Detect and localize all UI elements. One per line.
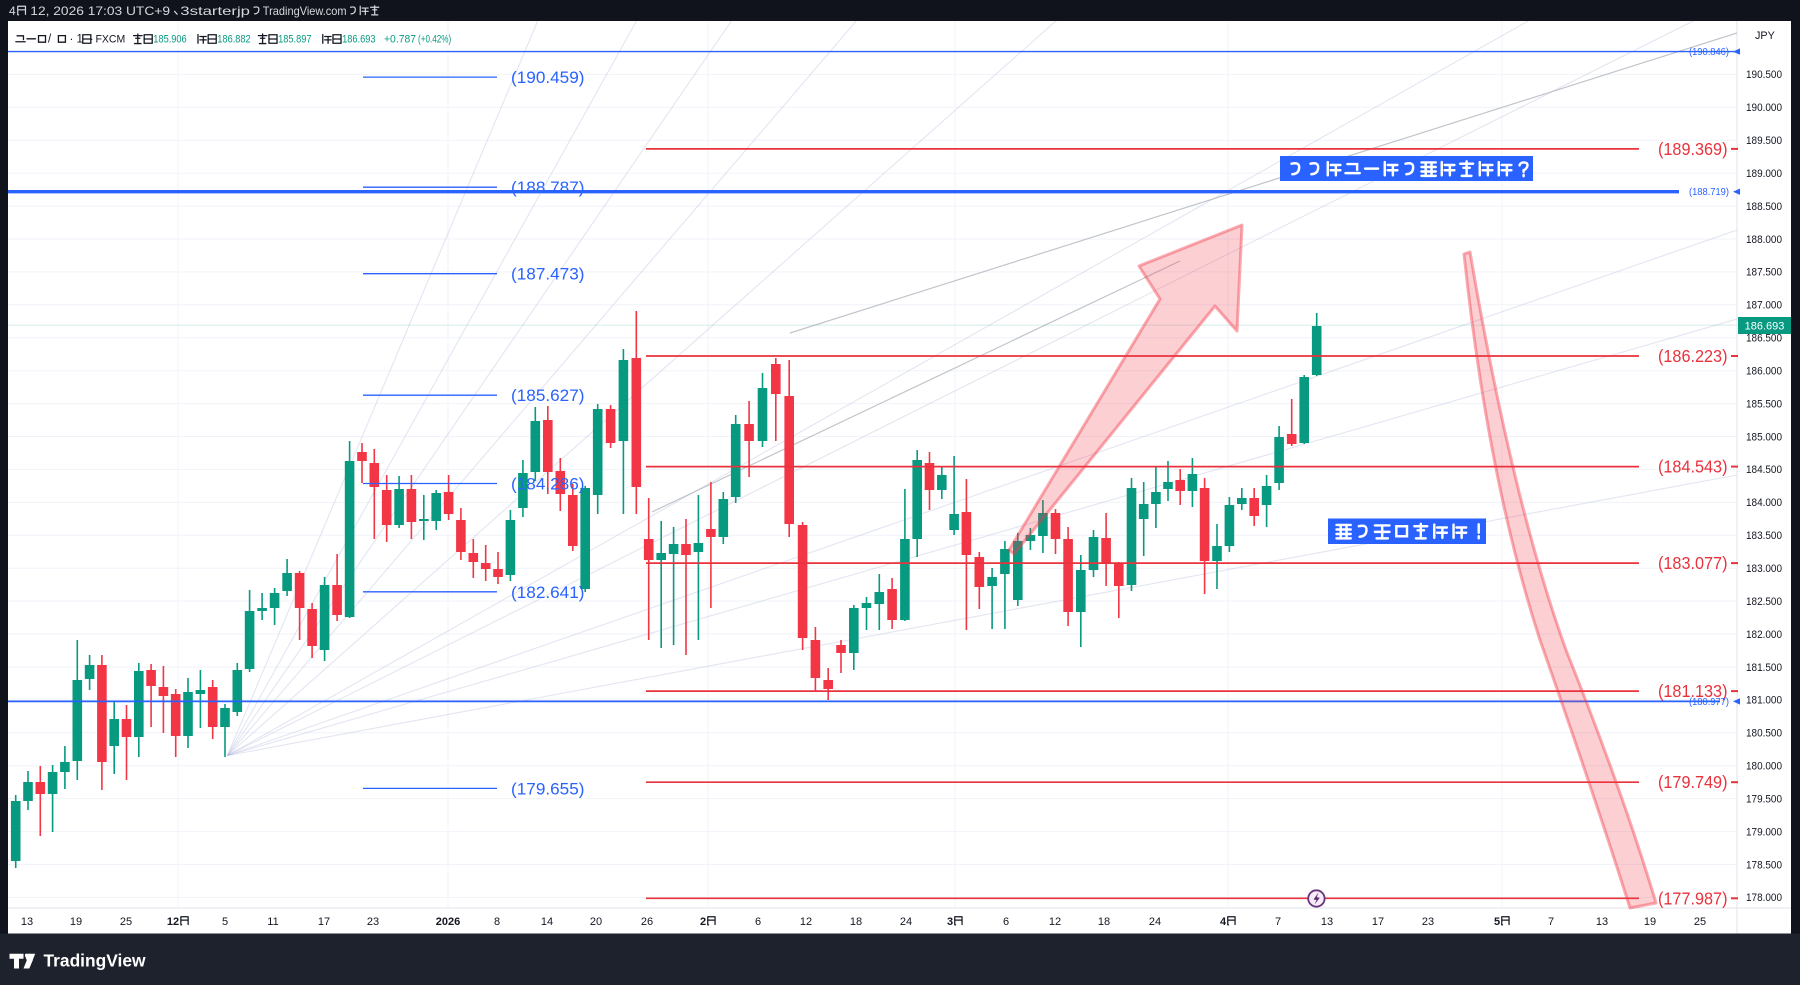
svg-text:184.000: 184.000 <box>1746 497 1782 509</box>
svg-text:3: 3 <box>947 916 953 928</box>
svg-text:(+0.42%): (+0.42%) <box>418 34 451 46</box>
svg-text:11: 11 <box>267 916 278 928</box>
svg-text:(188.787): (188.787) <box>511 178 585 197</box>
svg-text:2: 2 <box>700 916 706 928</box>
svg-text:24: 24 <box>900 916 912 928</box>
svg-text:186.500: 186.500 <box>1746 333 1782 345</box>
svg-text:189.000: 189.000 <box>1746 168 1782 180</box>
svg-text:14: 14 <box>541 916 553 928</box>
svg-text:4: 4 <box>1220 916 1227 928</box>
svg-text:186.693: 186.693 <box>1745 321 1785 333</box>
svg-text:182.000: 182.000 <box>1746 629 1782 641</box>
svg-text:186.000: 186.000 <box>1746 366 1782 378</box>
svg-text:25: 25 <box>1694 916 1706 928</box>
svg-text:(177.987): (177.987) <box>1658 888 1728 908</box>
svg-text:186.693: 186.693 <box>342 34 375 46</box>
svg-text:23: 23 <box>367 916 379 928</box>
svg-text:190.000: 190.000 <box>1746 102 1782 114</box>
svg-text:188.000: 188.000 <box>1746 234 1782 246</box>
svg-text:7: 7 <box>1548 916 1554 928</box>
svg-text:6: 6 <box>755 916 761 928</box>
svg-text:(184.286): (184.286) <box>511 475 585 494</box>
svg-text:18: 18 <box>1098 916 1110 928</box>
svg-text:5: 5 <box>1494 916 1500 928</box>
svg-text:6: 6 <box>1003 916 1009 928</box>
svg-text:12: 12 <box>1049 916 1061 928</box>
svg-text:190.500: 190.500 <box>1746 69 1782 81</box>
svg-text:187.500: 187.500 <box>1746 267 1782 279</box>
svg-text:26: 26 <box>641 916 653 928</box>
svg-text:JPY: JPY <box>1755 30 1775 42</box>
svg-text:23: 23 <box>1422 916 1434 928</box>
svg-text:20: 20 <box>590 916 602 928</box>
svg-text:179.500: 179.500 <box>1746 793 1782 805</box>
svg-text:18: 18 <box>850 916 862 928</box>
svg-text:(187.473): (187.473) <box>511 265 585 284</box>
svg-text:TradingView: TradingView <box>44 951 146 971</box>
svg-text:187.000: 187.000 <box>1746 300 1782 312</box>
svg-text:4: 4 <box>9 4 16 18</box>
svg-text:(179.749): (179.749) <box>1658 772 1728 792</box>
svg-text:188.500: 188.500 <box>1746 201 1782 213</box>
svg-text:(188.719): (188.719) <box>1689 187 1729 198</box>
svg-text:(185.627): (185.627) <box>511 386 585 405</box>
svg-text:13: 13 <box>1596 916 1608 928</box>
svg-text:· 1: · 1 <box>70 34 83 46</box>
svg-text:183.000: 183.000 <box>1746 563 1782 575</box>
svg-text:(182.641): (182.641) <box>511 583 585 602</box>
svg-text:(184.543): (184.543) <box>1658 457 1728 477</box>
svg-text:178.500: 178.500 <box>1746 859 1782 871</box>
svg-text:·: · <box>90 34 94 46</box>
svg-text:180.000: 180.000 <box>1746 761 1782 773</box>
svg-text:185.500: 185.500 <box>1746 398 1782 410</box>
svg-text:179.000: 179.000 <box>1746 826 1782 838</box>
svg-text:(189.369): (189.369) <box>1658 139 1728 159</box>
svg-text:3starterjp: 3starterjp <box>180 4 250 18</box>
svg-text:7: 7 <box>1275 916 1281 928</box>
svg-text:185.000: 185.000 <box>1746 431 1782 443</box>
svg-text:19: 19 <box>70 916 82 928</box>
svg-text:17: 17 <box>1372 916 1384 928</box>
svg-text:19: 19 <box>1644 916 1656 928</box>
svg-text:12: 12 <box>167 916 179 928</box>
svg-text:(181.133): (181.133) <box>1658 681 1728 701</box>
svg-text:13: 13 <box>21 916 33 928</box>
svg-text:/: / <box>48 34 52 46</box>
svg-text:25: 25 <box>120 916 132 928</box>
svg-text:+0.787: +0.787 <box>384 34 416 46</box>
svg-text:13: 13 <box>1321 916 1333 928</box>
svg-text:189.500: 189.500 <box>1746 135 1782 147</box>
svg-text:(186.223): (186.223) <box>1658 346 1728 366</box>
svg-text:8: 8 <box>494 916 500 928</box>
svg-text:181.000: 181.000 <box>1746 695 1782 707</box>
svg-text:(183.077): (183.077) <box>1658 553 1728 573</box>
svg-text:186.882: 186.882 <box>217 34 250 46</box>
svg-text:12, 2026 17:03 UTC+9: 12, 2026 17:03 UTC+9 <box>30 4 170 18</box>
svg-text:24: 24 <box>1149 916 1161 928</box>
svg-text:FXCM: FXCM <box>96 34 126 46</box>
svg-text:(190.459): (190.459) <box>511 68 585 87</box>
svg-text:2026: 2026 <box>436 916 460 928</box>
svg-text:(180.977): (180.977) <box>1689 697 1729 708</box>
svg-text:185.897: 185.897 <box>278 34 311 46</box>
svg-text:180.500: 180.500 <box>1746 728 1782 740</box>
svg-text:182.500: 182.500 <box>1746 596 1782 608</box>
svg-text:12: 12 <box>800 916 812 928</box>
svg-text:(190.846): (190.846) <box>1689 47 1729 58</box>
svg-text:183.500: 183.500 <box>1746 530 1782 542</box>
svg-text:178.000: 178.000 <box>1746 892 1782 904</box>
svg-text:5: 5 <box>222 916 228 928</box>
svg-text:17: 17 <box>318 916 330 928</box>
svg-text:(179.655): (179.655) <box>511 779 585 798</box>
svg-text:185.906: 185.906 <box>153 34 186 46</box>
svg-text:181.500: 181.500 <box>1746 662 1782 674</box>
svg-text:184.500: 184.500 <box>1746 464 1782 476</box>
svg-text:TradingView.com: TradingView.com <box>263 4 347 18</box>
